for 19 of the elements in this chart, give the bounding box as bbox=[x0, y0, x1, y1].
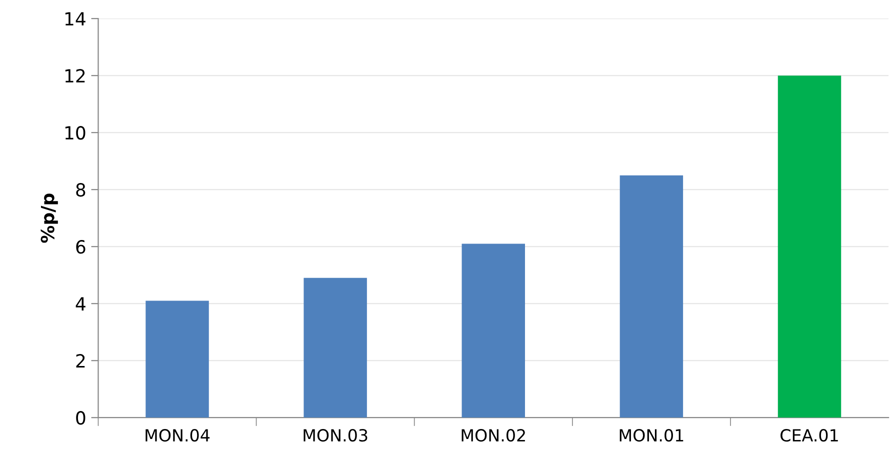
x-tick-label: MON.03 bbox=[304, 429, 368, 442]
x-tick-label: MON.04 bbox=[146, 429, 210, 442]
bar bbox=[462, 244, 525, 418]
y-tick-label: 0 bbox=[76, 411, 86, 425]
y-tick-label: 12 bbox=[65, 69, 85, 82]
bar bbox=[304, 278, 367, 418]
y-axis-title: %p/p bbox=[40, 194, 58, 243]
bar bbox=[778, 76, 842, 418]
y-tick-label: 14 bbox=[65, 12, 86, 26]
bar bbox=[620, 175, 684, 418]
y-tick-label: 2 bbox=[76, 354, 85, 368]
y-tick-label: 8 bbox=[76, 183, 86, 197]
bar bbox=[146, 300, 209, 418]
y-tick-label: 6 bbox=[76, 240, 86, 254]
x-tick-label: CEA.01 bbox=[780, 429, 838, 442]
x-tick-label: MON.01 bbox=[620, 429, 684, 442]
y-tick-label: 4 bbox=[76, 297, 86, 310]
y-tick-label: 10 bbox=[65, 126, 86, 140]
x-tick-label: MON.02 bbox=[462, 429, 525, 442]
